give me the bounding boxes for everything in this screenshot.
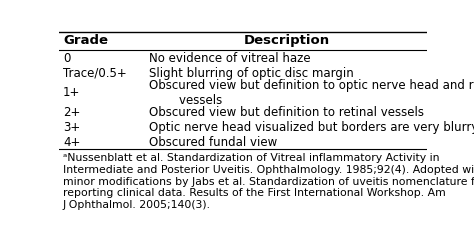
Text: Optic nerve head visualized but borders are very blurry: Optic nerve head visualized but borders … [149, 120, 474, 133]
Text: Slight blurring of optic disc margin: Slight blurring of optic disc margin [149, 66, 354, 79]
Text: Obscured view but definition to retinal vessels: Obscured view but definition to retinal … [149, 105, 424, 118]
Text: Description: Description [244, 34, 330, 47]
Text: Obscured fundal view: Obscured fundal view [149, 135, 277, 148]
Text: 3+: 3+ [63, 120, 80, 133]
Text: 2+: 2+ [63, 105, 80, 118]
Text: 1+: 1+ [63, 86, 80, 99]
Text: Obscured view but definition to optic nerve head and retinal
        vessels: Obscured view but definition to optic ne… [149, 78, 474, 106]
Text: 0: 0 [63, 52, 70, 64]
Text: 4+: 4+ [63, 135, 80, 148]
Text: Trace/0.5+: Trace/0.5+ [63, 66, 127, 79]
Text: Grade: Grade [63, 34, 108, 47]
Text: ᵃNussenblatt et al. Standardization of Vitreal inflammatory Activity in
Intermed: ᵃNussenblatt et al. Standardization of V… [63, 153, 474, 209]
Text: No evidence of vitreal haze: No evidence of vitreal haze [149, 52, 311, 64]
